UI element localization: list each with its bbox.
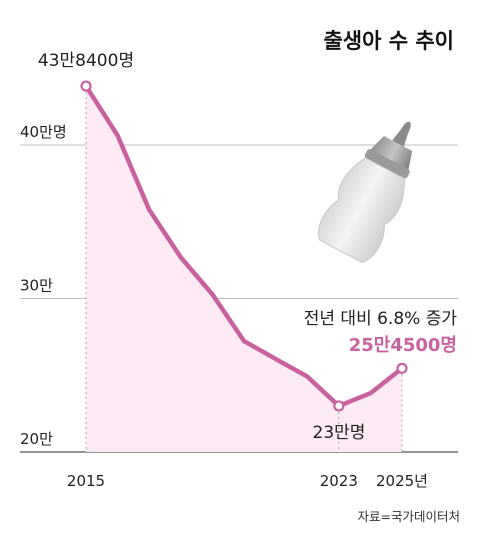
y-tick-label: 20만 <box>20 430 53 448</box>
min-value-label: 23만명 <box>313 423 366 443</box>
chart-title: 출생아 수 추이 <box>323 29 454 53</box>
start-value-label: 43만8400명 <box>38 51 134 71</box>
y-tick-label: 30만 <box>20 277 53 295</box>
end-change-note: 전년 대비 6.8% 증가 <box>304 309 458 329</box>
data-point-marker <box>80 80 92 92</box>
x-tick-label: 2025년 <box>376 472 428 490</box>
series-line <box>83 83 405 409</box>
data-point-marker <box>396 362 408 374</box>
x-tick-label: 2015 <box>67 472 105 490</box>
area-fill <box>86 86 402 452</box>
source-note: 자료=국가데이터처 <box>358 509 460 524</box>
y-tick-label: 40만명 <box>20 123 67 141</box>
data-point-marker <box>333 400 345 412</box>
end-value-label: 25만4500명 <box>349 335 457 356</box>
baby-bottle-icon <box>318 121 413 264</box>
x-tick-label: 2023 <box>320 472 358 490</box>
